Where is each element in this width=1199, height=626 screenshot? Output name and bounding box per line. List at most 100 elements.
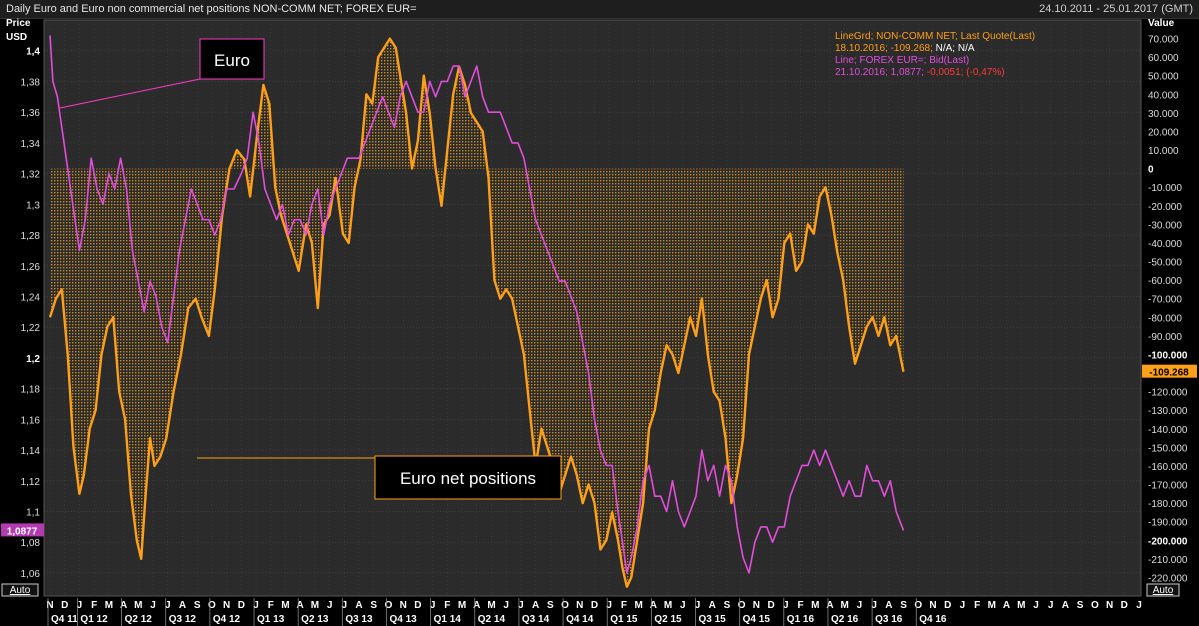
quarter-label: Q4 12 [213, 614, 241, 625]
title-bar: Daily Euro and Euro non commercial net p… [0, 0, 1199, 19]
left-axis-tick-label: 1,34 [21, 139, 41, 150]
month-label: S [370, 600, 377, 611]
right-axis-tick-label: -40.000 [1148, 239, 1182, 250]
month-label: J [960, 600, 966, 611]
month-label: J [1048, 600, 1054, 611]
left-axis-tick-label: 1,26 [21, 262, 41, 273]
left-axis-tick-label: 1,1 [26, 508, 40, 519]
month-label: F [444, 600, 450, 611]
quarter-label: Q3 16 [875, 614, 903, 625]
left-axis-tick-label: 1,22 [21, 323, 41, 334]
month-label: N [1106, 600, 1113, 611]
left-axis-tick-label: 1,4 [26, 47, 40, 58]
left-auto-button-bg [1, 583, 39, 597]
annotations: Euro Euro net positions [59, 38, 562, 500]
net-positions-annotation-text: Euro net positions [400, 469, 536, 488]
right-axis-tick-label: -80.000 [1148, 313, 1182, 324]
month-label: M [634, 600, 642, 611]
quarter-label: Q1 12 [80, 614, 108, 625]
right-axis-tick-label: 30.000 [1148, 109, 1179, 120]
quarter-label: Q1 16 [787, 614, 815, 625]
month-label: M [988, 600, 996, 611]
right-axis-tick-label: -10.000 [1148, 183, 1182, 194]
right-axis-tick-label: -220.000 [1148, 573, 1188, 584]
quarter-label: Q3 14 [522, 614, 550, 625]
left-axis: Price USD 1,4 1,38 1,36 1,34 1,32 1,3 1,28 1,26 1,… [1, 18, 44, 597]
month-label: M [664, 600, 672, 611]
quarter-label: Q1 14 [434, 614, 462, 625]
quarter-label: Q4 14 [566, 614, 594, 625]
quarter-label: Q4 16 [919, 614, 947, 625]
left-axis-tick-label: 1,16 [21, 415, 41, 426]
month-label: J [503, 600, 509, 611]
month-label: A [179, 600, 186, 611]
quarter-label: Q1 13 [257, 614, 285, 625]
left-axis-tick-label: 1,3 [26, 200, 40, 211]
right-axis-tick-label: -100.000 [1148, 350, 1188, 361]
left-axis-tick-label: 1,28 [21, 231, 41, 242]
month-label: M [841, 600, 849, 611]
month-label: J [77, 600, 83, 611]
month-label: A [297, 600, 304, 611]
month-label: M [311, 600, 319, 611]
month-label: N [929, 600, 936, 611]
month-label: J [327, 600, 333, 611]
left-current-value: 1,0877 [7, 526, 38, 537]
right-axis-tick-label: 20.000 [1148, 127, 1179, 138]
quarter-label: Q4 15 [743, 614, 771, 625]
right-axis-tick-label: -50.000 [1148, 258, 1182, 269]
right-axis-tick-label: -210.000 [1148, 555, 1188, 566]
month-label: D [1121, 600, 1128, 611]
month-label: J [253, 600, 259, 611]
month-label: N [400, 600, 407, 611]
quarter-label: Q3 13 [345, 614, 373, 625]
month-label: N [576, 600, 583, 611]
right-axis-tick-label: -200.000 [1148, 536, 1188, 547]
left-axis-tick-label: 1,2 [26, 354, 40, 365]
month-label: N [753, 600, 760, 611]
month-label: J [342, 600, 348, 611]
month-label: J [1033, 600, 1039, 611]
left-axis-tick-label: 1,18 [21, 385, 41, 396]
left-axis-tick-label: 1,32 [21, 170, 41, 181]
month-label: M [281, 600, 289, 611]
left-axis-unit: USD [6, 32, 27, 43]
month-label: A [473, 600, 480, 611]
month-label: O [914, 600, 922, 611]
month-label: J [150, 600, 156, 611]
month-label: S [547, 600, 554, 611]
legend-entry-title: Line; FOREX EUR=; Bid(Last) [835, 55, 969, 66]
month-label: J [857, 600, 863, 611]
month-label: O [561, 600, 569, 611]
left-current-value-bg [1, 523, 44, 537]
right-axis-tick-label: 10.000 [1148, 146, 1179, 157]
left-axis-tick-label: 1,08 [21, 538, 41, 549]
right-axis-tick-label: -70.000 [1148, 295, 1182, 306]
left-axis-tick-label: 1,24 [21, 292, 41, 303]
month-label: A [650, 600, 657, 611]
month-label: A [1003, 600, 1010, 611]
month-label: S [900, 600, 907, 611]
chart-title: Daily Euro and Euro non commercial net p… [6, 3, 417, 15]
right-axis-tick-label: -60.000 [1148, 276, 1182, 287]
net-positions-annotation-box [374, 455, 562, 500]
month-label: A [1062, 600, 1069, 611]
date-range: 24.10.2011 - 25.01.2017 (GMT) [1039, 3, 1193, 15]
month-label: D [767, 600, 774, 611]
right-axis-tick-label: -180.000 [1148, 499, 1188, 510]
month-label: J [430, 600, 436, 611]
month-label: J [695, 600, 701, 611]
right-auto-button-bg [1146, 583, 1180, 597]
right-auto-button: Auto [1153, 585, 1174, 596]
right-axis-tick-label: -170.000 [1148, 481, 1188, 492]
month-label: A [532, 600, 539, 611]
month-label: A [355, 600, 362, 611]
right-axis-tick-label: -160.000 [1148, 462, 1188, 473]
month-label: J [1136, 600, 1142, 611]
month-label: F [91, 600, 97, 611]
month-label: F [974, 600, 980, 611]
quarter-label: Q4 11 [51, 614, 78, 625]
euro-annotation-text: Euro [214, 51, 250, 70]
month-label: M [458, 600, 466, 611]
